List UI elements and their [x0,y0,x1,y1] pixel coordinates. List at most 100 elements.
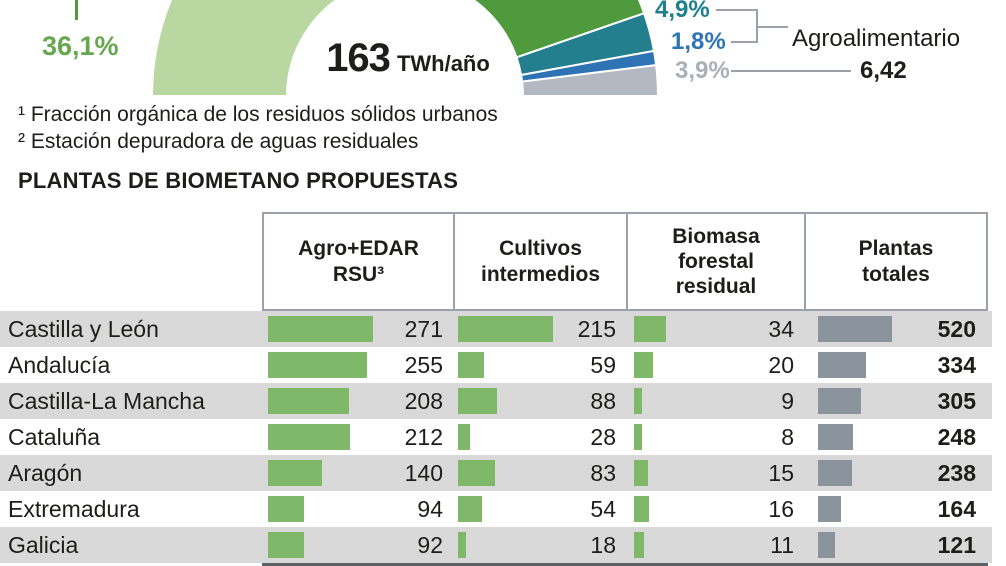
cell-value: 121 [937,531,976,558]
table-row: Galicia 92 18 11 121 [0,527,992,563]
donut-chart [150,0,660,96]
cell-value: 28 [590,423,616,450]
cell-value: 8 [781,423,794,450]
cell-value: 83 [590,459,616,486]
cell-value: 11 [770,531,794,558]
cell-value: 15 [768,459,794,486]
pct-label-gray: 3,9% [675,57,730,84]
pct-label-left: 36,1% [42,31,119,61]
value-bar-green [634,460,648,486]
table-row: Castilla-La Mancha 208 88 9 305 [0,383,992,419]
footnote-2: ² Estación depuradora de aguas residuale… [18,130,419,153]
table-row: Cataluña 212 28 8 248 [0,419,992,455]
region-label: Aragón [8,459,83,486]
cell-value: 59 [590,351,616,378]
value-bar-gray [818,532,835,558]
region-label: Castilla-La Mancha [8,387,205,414]
value-bar-green [458,424,470,450]
cropped-next-row [806,563,988,566]
region-label: Cataluña [8,423,101,450]
callout-bracket [756,9,758,43]
cell-value: 92 [417,531,443,558]
cropped-next-row [262,563,455,566]
cell-value: 212 [404,423,443,450]
donut-slice-1 [471,0,646,59]
value-bar-green [634,388,642,414]
column-header-biomasa-forestal: Biomasa forestal residual [626,212,806,311]
value-bar-green [634,532,644,558]
value-bar-green [458,388,497,414]
region-label: Castilla y León [8,315,159,342]
value-bar-green [268,460,322,486]
cropped-next-row [628,563,806,566]
cell-value: 140 [404,459,443,486]
donut-slice-0 [150,0,339,96]
region-label: Andalucía [8,351,111,378]
cell-value: 88 [590,387,616,414]
value-bar-green [458,460,495,486]
cell-value: 16 [768,495,794,522]
region-label: Galicia [8,531,79,558]
value-bar-green [268,496,304,522]
value-bar-green [634,316,666,342]
value-bar-green [268,532,304,558]
column-header-cultivos-intermedios: Cultivos intermedios [453,212,628,311]
pct-label-teal: 4,9% [655,0,710,23]
cell-value: 238 [937,459,976,486]
footnote-1: ¹ Fracción orgánica de los residuos sóli… [18,103,498,126]
cell-value: 255 [404,351,443,378]
cell-value: 9 [781,387,794,414]
table-row: Extremadura 94 54 16 164 [0,491,992,527]
donut-center-label: 163 TWh/año [293,36,523,81]
callout-line-blue [731,41,758,43]
value-bar-green [268,388,349,414]
value-bar-green [458,532,466,558]
cell-value: 94 [417,495,443,522]
value-bar-green [458,316,553,342]
donut-slice-4 [520,63,660,96]
callout-value: 6,42 [860,57,907,84]
value-bar-green [268,352,367,378]
value-bar-green [634,496,649,522]
value-bar-green [458,352,484,378]
cell-value: 305 [937,387,976,414]
cell-value: 215 [577,315,616,342]
column-header-agro-edar-rsu: Agro+EDAR RSU³ [262,212,455,311]
value-bar-gray [818,496,841,522]
donut-leader-line-top-left [75,0,78,20]
column-header-plantas-totales: Plantas totales [804,212,988,311]
cell-value: 20 [768,351,794,378]
pct-label-blue: 1,8% [671,28,726,55]
callout-line-teal [716,9,758,11]
cell-value: 18 [590,531,616,558]
value-bar-gray [818,316,892,342]
value-bar-gray [818,460,852,486]
cell-value: 208 [404,387,443,414]
value-bar-gray [818,424,853,450]
value-bar-gray [818,388,861,414]
total-energy-value: 163 [326,36,391,80]
cropped-next-row [455,563,628,566]
value-bar-green [634,352,653,378]
value-bar-green [268,424,350,450]
cell-value: 334 [937,351,976,378]
callout-line-gray [731,70,851,72]
cell-value: 34 [768,315,794,342]
value-bar-green [634,424,642,450]
callout-label: Agroalimentario [792,25,961,52]
section-title: PLANTAS DE BIOMETANO PROPUESTAS [18,168,459,193]
cell-value: 164 [937,495,976,522]
value-bar-green [458,496,482,522]
table-row: Aragón 140 83 15 238 [0,455,992,491]
table-row: Castilla y León 271 215 34 520 [0,311,992,347]
region-label: Extremadura [8,495,140,522]
total-energy-unit: TWh/año [396,51,490,76]
callout-connector [758,26,788,28]
table-row: Andalucía 255 59 20 334 [0,347,992,383]
value-bar-green [268,316,373,342]
cell-value: 271 [404,315,443,342]
value-bar-gray [818,352,866,378]
cell-value: 520 [937,315,976,342]
cell-value: 248 [937,423,976,450]
